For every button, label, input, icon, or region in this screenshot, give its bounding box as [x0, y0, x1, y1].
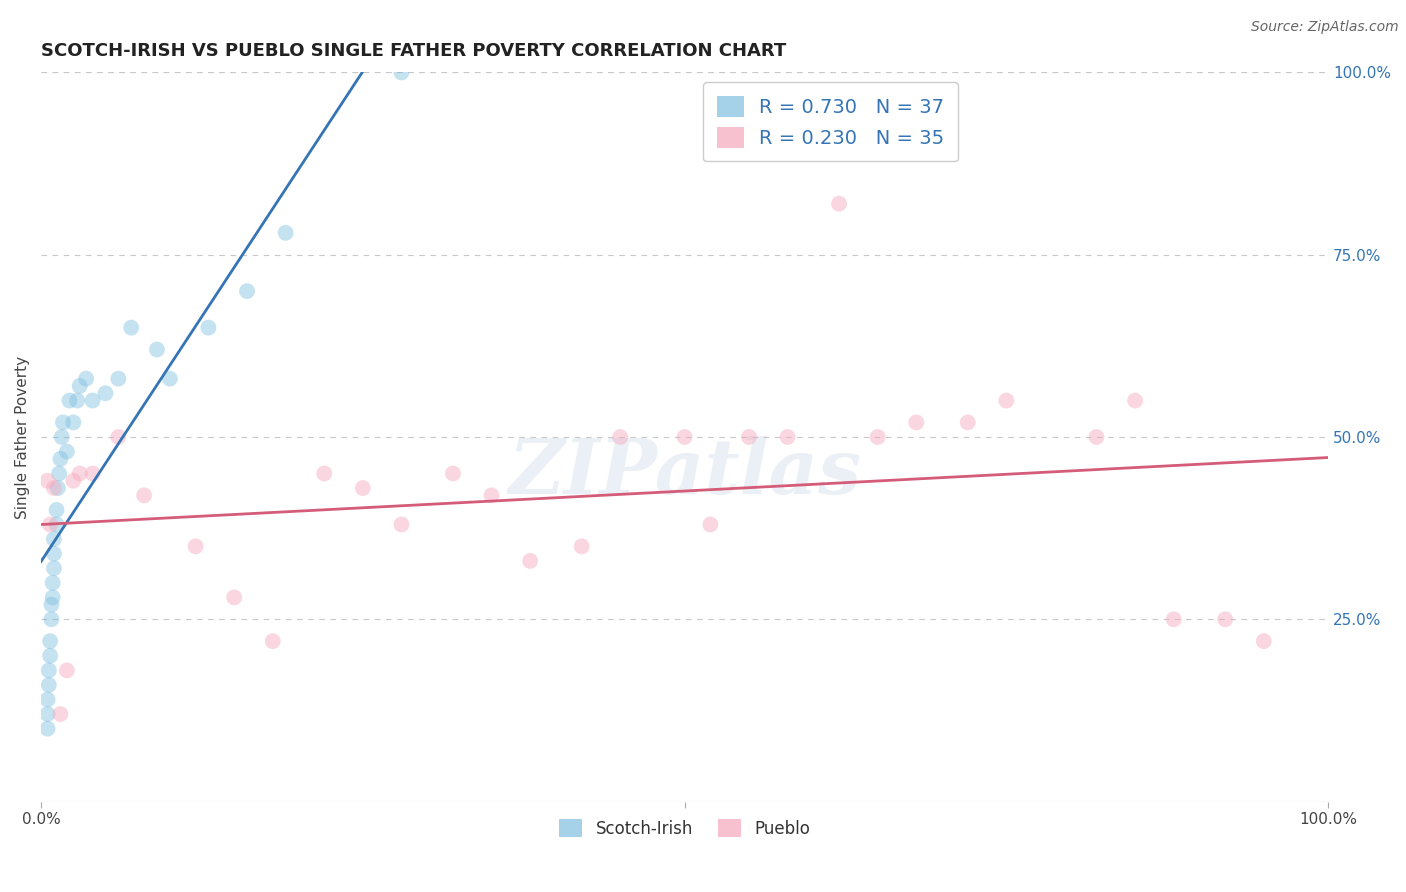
Point [1253, 634, 1275, 648]
Point [132, 488, 155, 502]
Point [905, 416, 928, 430]
Point [49, 451, 72, 466]
Point [776, 430, 799, 444]
Point [738, 430, 761, 444]
Point [94, 386, 117, 401]
Point [107, 430, 129, 444]
Point [120, 320, 142, 334]
Point [699, 517, 721, 532]
Point [37, 474, 59, 488]
Text: ZIPatlas: ZIPatlas [508, 436, 862, 510]
Point [39, 634, 62, 648]
Point [56, 444, 79, 458]
Point [39, 648, 62, 663]
Point [352, 481, 374, 495]
Point [37, 722, 59, 736]
Point [41, 591, 63, 605]
Point [82, 467, 104, 481]
Point [37, 692, 59, 706]
Point [38, 663, 60, 677]
Point [49, 707, 72, 722]
Point [1163, 612, 1185, 626]
Point [46, 481, 69, 495]
Point [159, 372, 181, 386]
Point [42, 481, 65, 495]
Point [146, 343, 169, 357]
Point [519, 554, 541, 568]
Point [58, 393, 80, 408]
Legend: Scotch-Irish, Pueblo: Scotch-Irish, Pueblo [553, 813, 817, 845]
Point [184, 540, 207, 554]
Y-axis label: Single Father Poverty: Single Father Poverty [15, 355, 30, 518]
Point [75, 372, 97, 386]
Point [274, 226, 297, 240]
Point [66, 393, 89, 408]
Point [41, 612, 63, 626]
Point [673, 430, 696, 444]
Point [51, 430, 73, 444]
Point [995, 393, 1018, 408]
Point [42, 547, 65, 561]
Point [391, 65, 413, 79]
Point [609, 430, 631, 444]
Point [1213, 612, 1236, 626]
Point [37, 707, 59, 722]
Point [48, 467, 70, 481]
Point [45, 503, 67, 517]
Text: SCOTCH-IRISH VS PUEBLO SINGLE FATHER POVERTY CORRELATION CHART: SCOTCH-IRISH VS PUEBLO SINGLE FATHER POV… [41, 42, 786, 60]
Point [571, 540, 593, 554]
Point [262, 634, 284, 648]
Point [62, 416, 84, 430]
Text: Source: ZipAtlas.com: Source: ZipAtlas.com [1251, 20, 1399, 34]
Point [314, 467, 336, 481]
Point [828, 196, 851, 211]
Point [62, 474, 84, 488]
Point [236, 284, 259, 298]
Point [107, 372, 129, 386]
Point [69, 467, 91, 481]
Point [56, 663, 79, 677]
Point [391, 517, 413, 532]
Point [1085, 430, 1108, 444]
Point [42, 532, 65, 546]
Point [866, 430, 889, 444]
Point [41, 598, 63, 612]
Point [41, 575, 63, 590]
Point [224, 591, 246, 605]
Point [38, 678, 60, 692]
Point [441, 467, 464, 481]
Point [52, 416, 75, 430]
Point [69, 379, 91, 393]
Point [1123, 393, 1146, 408]
Point [82, 393, 104, 408]
Point [45, 517, 67, 532]
Point [42, 561, 65, 575]
Point [197, 320, 219, 334]
Point [481, 488, 503, 502]
Point [956, 416, 979, 430]
Point [39, 517, 62, 532]
